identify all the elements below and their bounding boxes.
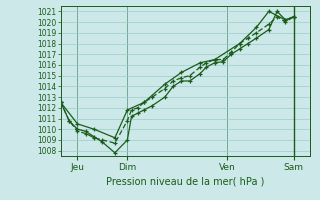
X-axis label: Pression niveau de la mer( hPa ): Pression niveau de la mer( hPa ) <box>107 176 265 186</box>
